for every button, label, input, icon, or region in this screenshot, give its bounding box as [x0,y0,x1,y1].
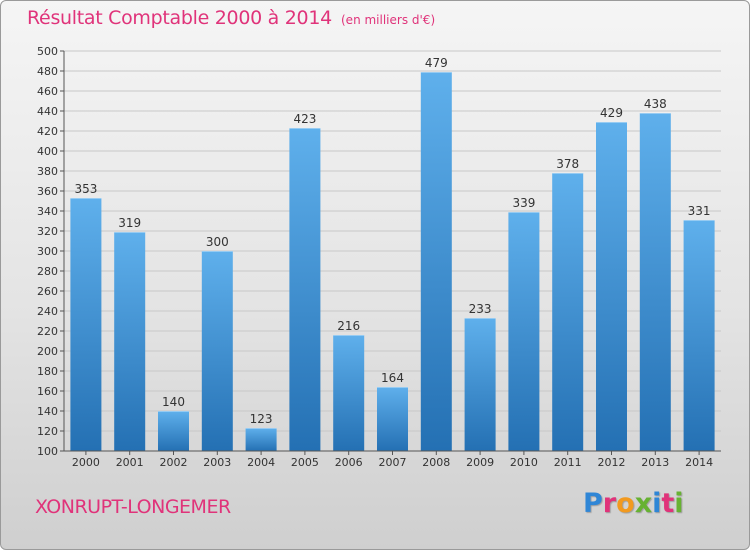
x-tick-label: 2008 [422,456,450,469]
y-tick-label: 220 [37,325,58,338]
proxiti-logo: Proxiti [583,488,684,519]
y-tick-label: 380 [37,165,58,178]
y-tick-label: 200 [37,345,58,358]
y-tick-label: 180 [37,365,58,378]
logo-letter: r [602,488,617,519]
logo-letter: i [652,488,662,519]
y-tick-label: 240 [37,305,58,318]
commune-name: XONRUPT-LONGEMER [35,496,231,518]
bar [420,72,452,451]
data-label: 140 [162,395,185,409]
x-tick-label: 2011 [554,456,582,469]
x-tick-label: 2006 [335,456,363,469]
data-label: 233 [469,302,492,316]
y-tick-label: 420 [37,125,58,138]
data-label: 319 [118,216,141,230]
bar [683,220,715,451]
x-tick-label: 2005 [291,456,319,469]
x-tick-label: 2012 [598,456,626,469]
x-tick-label: 2001 [116,456,144,469]
data-label: 353 [74,182,97,196]
y-tick-label: 280 [37,265,58,278]
y-tick-label: 500 [37,45,58,58]
x-tick-label: 2002 [160,456,188,469]
data-label: 123 [250,412,273,426]
data-label: 479 [425,56,448,70]
y-tick-label: 460 [37,85,58,98]
logo-letter: i [674,488,684,519]
bar [114,232,146,451]
data-label: 429 [600,106,623,120]
x-tick-label: 2009 [466,456,494,469]
data-label: 423 [293,112,316,126]
bar [201,251,233,451]
x-tick-label: 2007 [379,456,407,469]
data-label: 300 [206,235,229,249]
y-tick-label: 400 [37,145,58,158]
y-tick-label: 300 [37,245,58,258]
logo-letter: x [634,488,653,519]
y-tick-label: 340 [37,205,58,218]
data-label: 164 [381,371,404,385]
bar [70,198,102,451]
data-label: 378 [556,157,579,171]
y-tick-label: 360 [37,185,58,198]
data-label: 438 [644,97,667,111]
bar [596,122,627,451]
logo-letter: o [616,488,635,519]
y-tick-label: 260 [37,285,58,298]
bar [377,387,408,451]
y-tick-label: 320 [37,225,58,238]
data-label: 216 [337,319,360,333]
y-tick-label: 140 [37,405,58,418]
logo-letter: t [661,488,675,519]
x-tick-label: 2014 [685,456,713,469]
bar [464,318,496,451]
x-tick-label: 2000 [72,456,100,469]
bar [508,212,540,451]
bar [245,428,277,451]
chart-title: Résultat Comptable 2000 à 2014 [27,7,332,29]
y-tick-label: 480 [37,65,58,78]
logo-letter: P [583,488,603,519]
y-tick-label: 120 [37,425,58,438]
y-tick-label: 160 [37,385,58,398]
chart-unit: (en milliers d'€) [341,13,436,27]
bar [552,173,584,451]
bar [333,335,365,451]
bar [289,128,321,451]
bar [639,113,671,451]
data-label: 339 [512,196,535,210]
data-label: 331 [688,204,711,218]
x-tick-label: 2004 [247,456,275,469]
x-tick-label: 2010 [510,456,538,469]
x-tick-label: 2003 [203,456,231,469]
y-tick-label: 100 [37,445,58,458]
x-tick-label: 2013 [641,456,669,469]
bar [158,411,189,451]
y-tick-label: 440 [37,105,58,118]
